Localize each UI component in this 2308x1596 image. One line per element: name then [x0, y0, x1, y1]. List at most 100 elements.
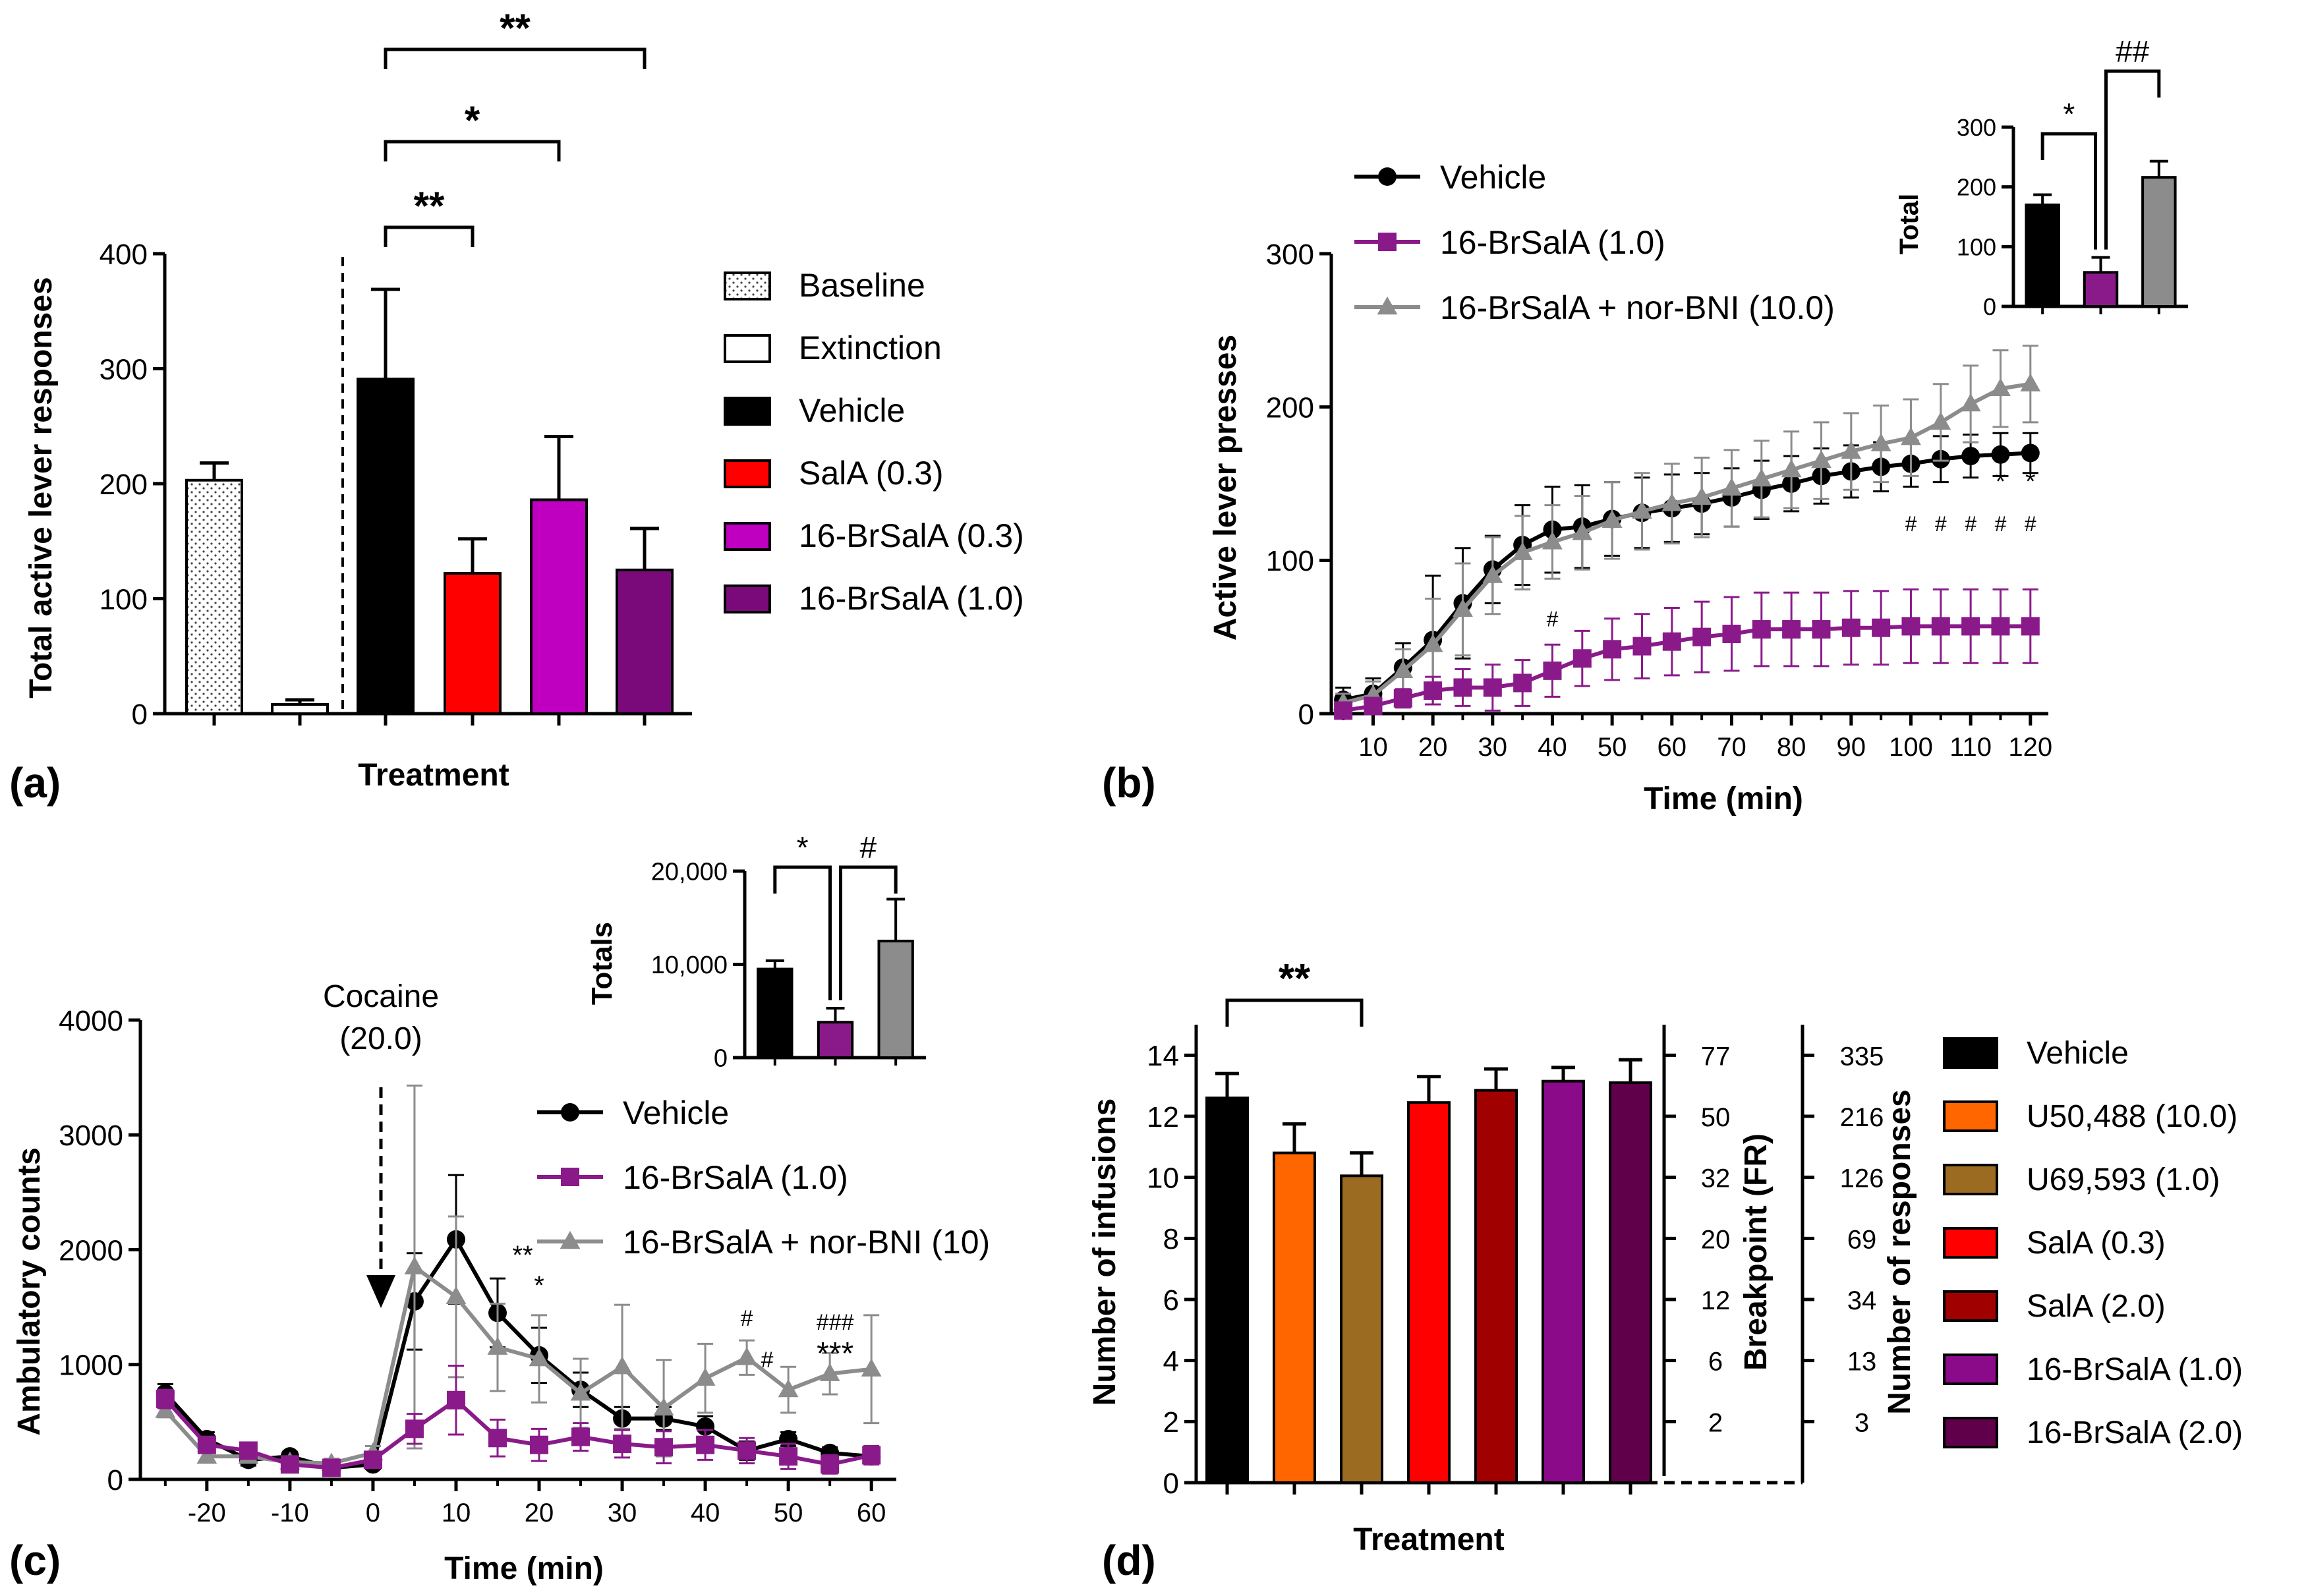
d-breakpoint-tick-label: 12 — [1701, 1286, 1731, 1315]
c-cocaine-label: Cocaine — [323, 979, 439, 1014]
b-point — [1512, 542, 1533, 560]
a-significance-bracket-label: ** — [414, 184, 445, 228]
b-significance-mark: # — [1935, 512, 1947, 536]
a-significance-bracket-label: ** — [500, 6, 531, 50]
panel-c: Ambulatory counts Time (min) Cocaine (20… — [9, 830, 990, 1586]
d-legend-label: SalA (0.3) — [2027, 1226, 2166, 1261]
b-point — [1990, 378, 2011, 396]
d-responses-tick-label: 34 — [1847, 1286, 1877, 1315]
c-point — [363, 1450, 382, 1469]
c-significance-mark: * — [534, 1271, 544, 1300]
b-point — [1991, 445, 2010, 464]
d-bar — [1474, 1089, 1518, 1485]
panel-label-a: (a) — [9, 759, 61, 807]
b-x-tick-label: 20 — [1418, 733, 1448, 762]
d-responses-tick-label: 69 — [1847, 1225, 1877, 1254]
c-legend-marker — [561, 1168, 579, 1186]
a-legend-label: Vehicle — [799, 392, 905, 429]
c-inset-significance-label: * — [797, 830, 809, 865]
b-inset-y-axis-tick-label: 100 — [1957, 233, 1996, 260]
b-legend-marker — [1378, 233, 1397, 251]
d-bar — [1273, 1151, 1316, 1484]
b-point — [2021, 443, 2040, 463]
d-y-axis-tick-label: 8 — [1163, 1223, 1179, 1255]
a-xlabel: Treatment — [358, 758, 509, 793]
d-responses-tick-label: 216 — [1840, 1103, 1884, 1132]
c-cocaine-dose: (20.0) — [339, 1021, 422, 1056]
d-responses-tick-label: 335 — [1840, 1042, 1884, 1071]
b-legend-label: Vehicle — [1440, 159, 1546, 196]
b-point — [1422, 634, 1443, 652]
c-point — [571, 1427, 591, 1446]
a-ylabel: Total active lever responses — [24, 277, 59, 698]
b-significance-mark: # — [1905, 512, 1917, 536]
b-x-tick-label: 10 — [1358, 733, 1388, 762]
d-breakpoint-tick-label: 6 — [1708, 1348, 1723, 1377]
b-point — [1781, 459, 1802, 478]
panel-d: Number of infusions Breakpoint (FR) Numb… — [1087, 956, 2243, 1584]
c-point — [862, 1446, 881, 1465]
b-point — [1811, 450, 1832, 469]
panel-label-b: (b) — [1102, 759, 1156, 807]
d-bar — [1407, 1101, 1451, 1484]
c-point — [446, 1390, 465, 1410]
c-point — [613, 1434, 632, 1453]
d-legend-swatch — [1943, 1227, 1998, 1259]
c-point — [654, 1438, 674, 1457]
b-inset-y-axis-tick-label: 300 — [1957, 114, 1996, 141]
b-point — [1691, 486, 1712, 505]
c-significance-mark: *** — [817, 1336, 853, 1371]
b-inset-significance-label: ## — [2116, 34, 2150, 69]
c-point — [446, 1286, 467, 1305]
d-bar — [1340, 1174, 1383, 1484]
b-significance-mark: # — [1995, 512, 2007, 536]
c-x-tick-label: 10 — [442, 1498, 471, 1527]
a-legend-label: SalA (0.3) — [799, 455, 944, 492]
a-significance-bracket-label: * — [465, 98, 480, 142]
a-legend-swatch — [724, 271, 771, 300]
c-y-axis-tick-label: 0 — [107, 1464, 123, 1496]
panel-b: Active lever presses Time (min) 01002003… — [1102, 34, 2188, 816]
b-point — [1632, 500, 1652, 519]
b-x-tick-label: 70 — [1717, 733, 1746, 762]
b-point — [1721, 477, 1742, 496]
b-point — [1334, 701, 1353, 720]
b-point — [1572, 649, 1592, 668]
d-y-axis-tick-label: 10 — [1147, 1162, 1179, 1195]
c-cocaine-arrow-head — [366, 1275, 395, 1308]
c-point — [405, 1419, 424, 1439]
c-inset-bar — [757, 967, 793, 1059]
a-bar — [530, 498, 588, 715]
b-point — [1870, 433, 1891, 451]
c-point — [736, 1347, 757, 1365]
b-inset-significance-bracket — [2040, 132, 2097, 250]
b-y-axis-tick-label: 0 — [1298, 698, 1314, 731]
a-y-axis-tick-label: 200 — [100, 469, 148, 501]
b-inset: 0 100 200 300 * ## — [1957, 34, 2188, 320]
b-point — [1872, 618, 1891, 637]
a-y-axis-tick-label: 300 — [100, 353, 148, 385]
c-point — [488, 1429, 507, 1448]
b-legend-label: 16-BrSalA (1.0) — [1440, 224, 1665, 261]
b-point — [1364, 697, 1383, 716]
b-significance-mark: * — [2025, 467, 2036, 496]
a-legend-label: Baseline — [799, 267, 925, 304]
b-inset-y-axis-tick-label: 0 — [1983, 293, 1996, 320]
c-inset-ylabel: Totals — [586, 922, 618, 1005]
b-significance-mark: # — [2025, 512, 2036, 536]
c-legend-label: 16-BrSalA (1.0) — [623, 1159, 848, 1196]
c-point — [779, 1447, 798, 1466]
d-bar — [1542, 1079, 1585, 1484]
a-bar — [616, 568, 674, 715]
d-legend-swatch — [1943, 1164, 1998, 1195]
a-y-axis-tick-label: 100 — [100, 583, 148, 615]
c-point — [239, 1441, 258, 1460]
b-point — [2020, 373, 2041, 391]
a-y-axis-tick-label: 400 — [100, 239, 148, 271]
b-plot-area: 0 100 200 300 10 20 30 40 50 60 70 80 90 100 110 120 # # #… — [1266, 239, 2053, 762]
d-bar — [1609, 1081, 1652, 1484]
panel-label-c: (c) — [9, 1537, 61, 1584]
c-inset-y-axis-tick-label: 10,000 — [651, 952, 728, 979]
c-x-tick-label: 30 — [608, 1498, 637, 1527]
